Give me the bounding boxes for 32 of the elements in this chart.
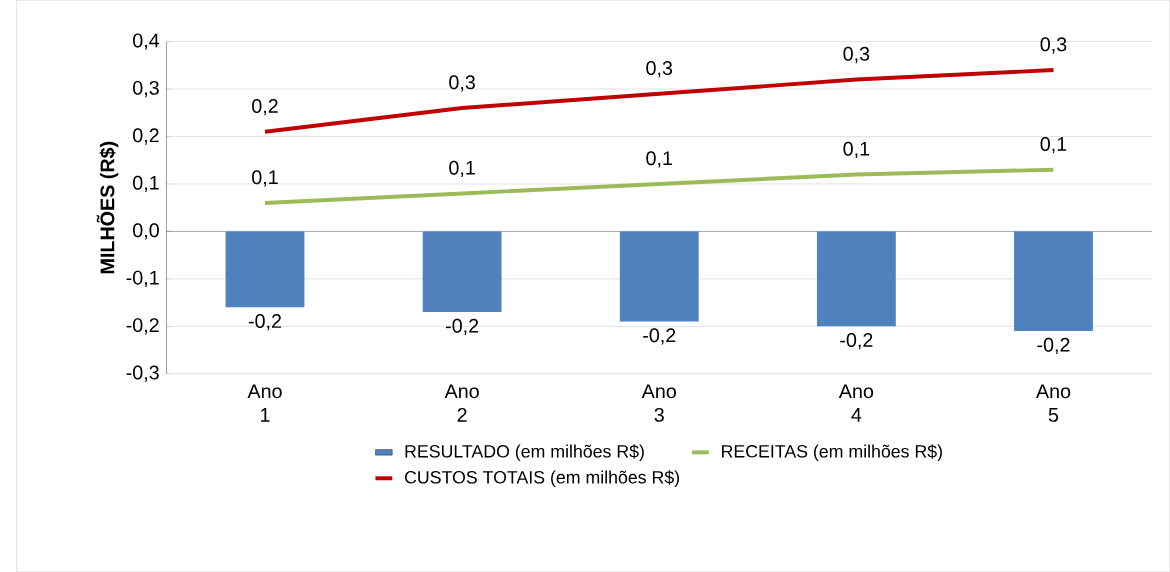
y-tick-label: -0,1 (126, 270, 159, 287)
y-tick-label: 0,4 (133, 33, 160, 50)
y-axis-title: MILHÕES (R$) (96, 141, 119, 274)
data-label: 0,1 (1040, 136, 1067, 154)
data-label: 0,3 (843, 46, 870, 64)
y-tick-label: -0,3 (126, 365, 159, 382)
data-label: 0,2 (252, 99, 278, 116)
data-label: 0,1 (252, 170, 278, 187)
x-tick-label: Ano 1 (247, 384, 282, 422)
data-label: 0,3 (449, 75, 475, 92)
data-label: 0,3 (1040, 37, 1067, 54)
data-label: 0,1 (449, 160, 475, 177)
data-label: 0,1 (646, 151, 672, 168)
x-tick-label: Ano 5 (1035, 384, 1071, 422)
legend-label: CUSTOS TOTAIS (em milhões R$) (404, 470, 679, 488)
y-tick-label: 0,0 (133, 223, 159, 240)
y-tick-label: 0,3 (133, 80, 159, 98)
data-label: -0,2 (248, 314, 281, 331)
y-tick-label: -0,2 (126, 318, 159, 335)
data-label: -0,2 (840, 333, 873, 350)
data-label: 0,1 (843, 141, 870, 159)
data-label: -0,2 (446, 318, 479, 336)
y-tick-label: 0,1 (133, 175, 159, 193)
legend-label: RECEITAS (em milhões R$) (722, 444, 942, 462)
x-tick-label: Ano 3 (641, 384, 676, 422)
data-label: -0,2 (643, 328, 676, 345)
x-tick-label: Ano 2 (444, 384, 479, 422)
data-label: 0,3 (646, 61, 673, 78)
x-tick-label: Ano 4 (838, 384, 874, 422)
legend-label: RESULTADO (em milhões R$) (405, 444, 644, 462)
y-tick-label: 0,2 (133, 128, 159, 145)
data-label: -0,2 (1037, 337, 1070, 355)
